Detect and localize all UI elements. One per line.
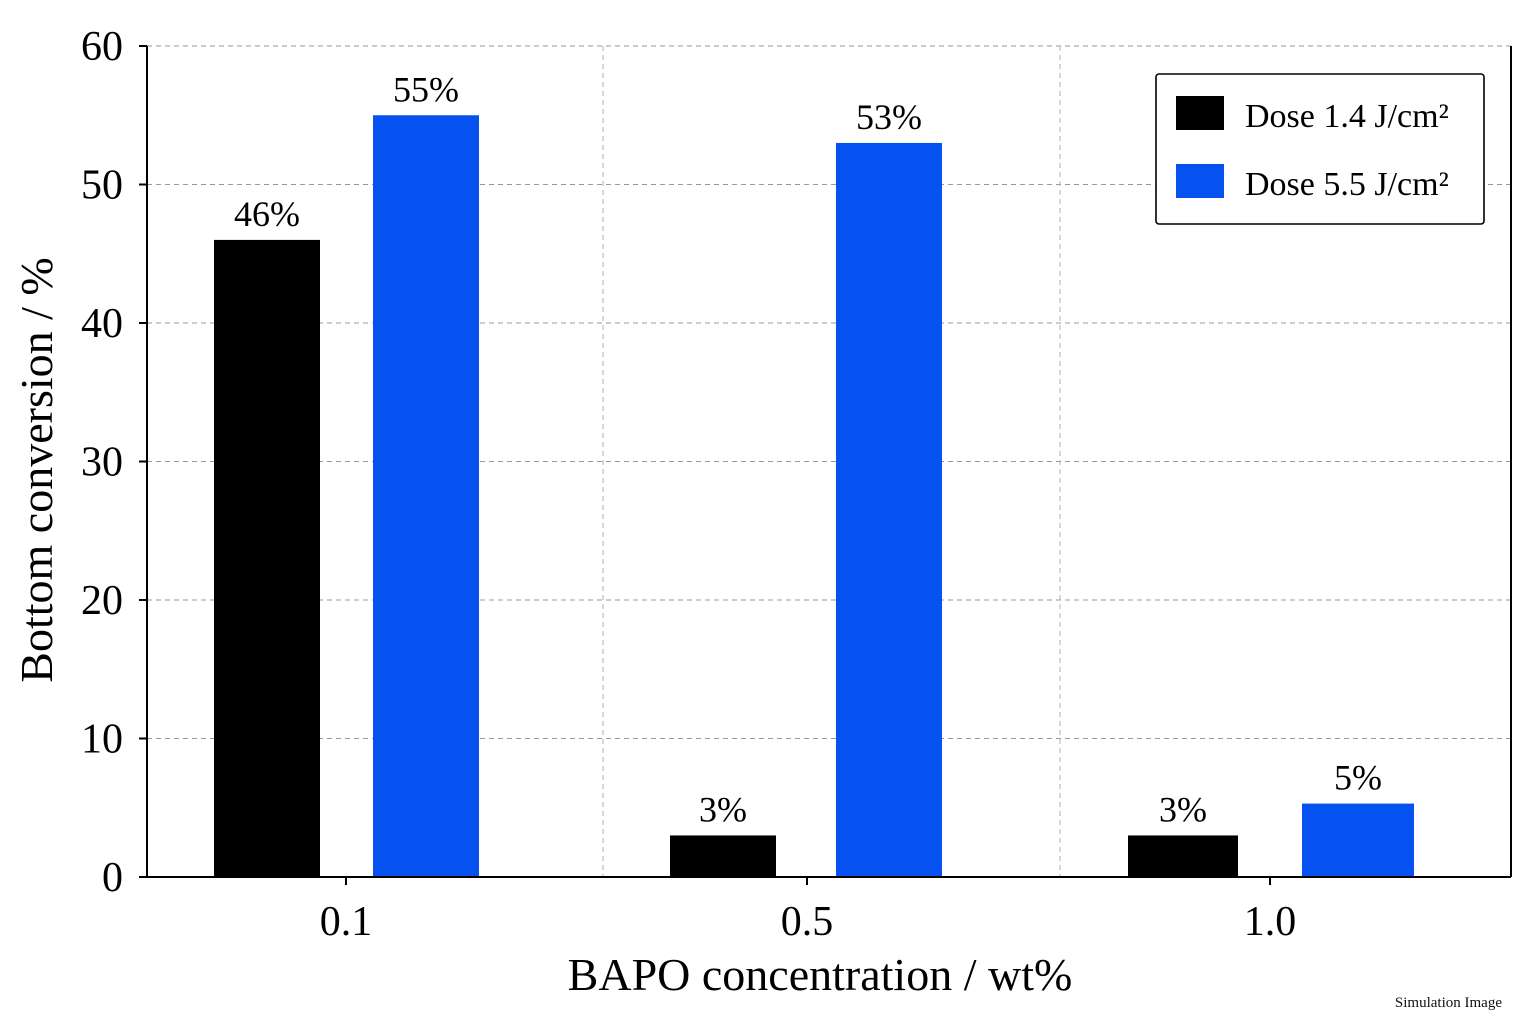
bar-series-1-0-5 bbox=[836, 142, 942, 877]
legend-box bbox=[1155, 73, 1485, 225]
y-tick-label: 40 bbox=[81, 301, 123, 347]
legend: Dose 1.4 J/cm² Dose 5.5 J/cm² bbox=[1155, 73, 1485, 225]
y-tick-label: 0 bbox=[102, 855, 123, 901]
y-tick-label: 60 bbox=[81, 24, 123, 70]
watermark-label: Simulation Image bbox=[1394, 995, 1502, 1011]
y-axis-title: Bottom conversion / % bbox=[11, 257, 62, 682]
y-tick-label: 50 bbox=[81, 163, 123, 209]
y-tick-label: 20 bbox=[81, 578, 123, 624]
bar-data-label: 5% bbox=[1334, 758, 1382, 798]
bars bbox=[214, 115, 1414, 877]
bar-data-label: 3% bbox=[699, 789, 747, 829]
y-tick-label: 30 bbox=[81, 440, 123, 486]
x-tick-label: 1.0 bbox=[1244, 899, 1297, 945]
legend-swatch-dose-5-5 bbox=[1176, 164, 1224, 198]
legend-swatch-dose-1-4 bbox=[1176, 96, 1224, 130]
bar-series-0-1-0 bbox=[1128, 835, 1238, 877]
bar-series-1-0-1 bbox=[373, 115, 479, 877]
legend-label-dose-5-5: Dose 5.5 J/cm² bbox=[1245, 166, 1449, 203]
x-axis-title: BAPO concentration / wt% bbox=[568, 949, 1073, 1000]
bar-data-label: 3% bbox=[1159, 789, 1207, 829]
x-tick-label: 0.1 bbox=[320, 899, 373, 945]
bar-data-label: 46% bbox=[234, 194, 300, 234]
x-tick-label: 0.5 bbox=[781, 899, 834, 945]
data-labels: 46% 3% 3% 55% 53% 5% bbox=[234, 69, 1382, 829]
y-tick-label: 10 bbox=[81, 717, 123, 763]
ticks: 0 10 20 30 40 50 60 0.1 0.5 1.0 bbox=[81, 24, 1296, 945]
bar-data-label: 55% bbox=[393, 69, 459, 109]
legend-label-dose-1-4: Dose 1.4 J/cm² bbox=[1245, 98, 1449, 135]
bar-series-0-0-1 bbox=[214, 239, 320, 877]
bar-series-0-0-5 bbox=[670, 835, 776, 877]
bar-data-label: 53% bbox=[856, 97, 922, 137]
bar-series-1-1-0 bbox=[1302, 803, 1414, 877]
